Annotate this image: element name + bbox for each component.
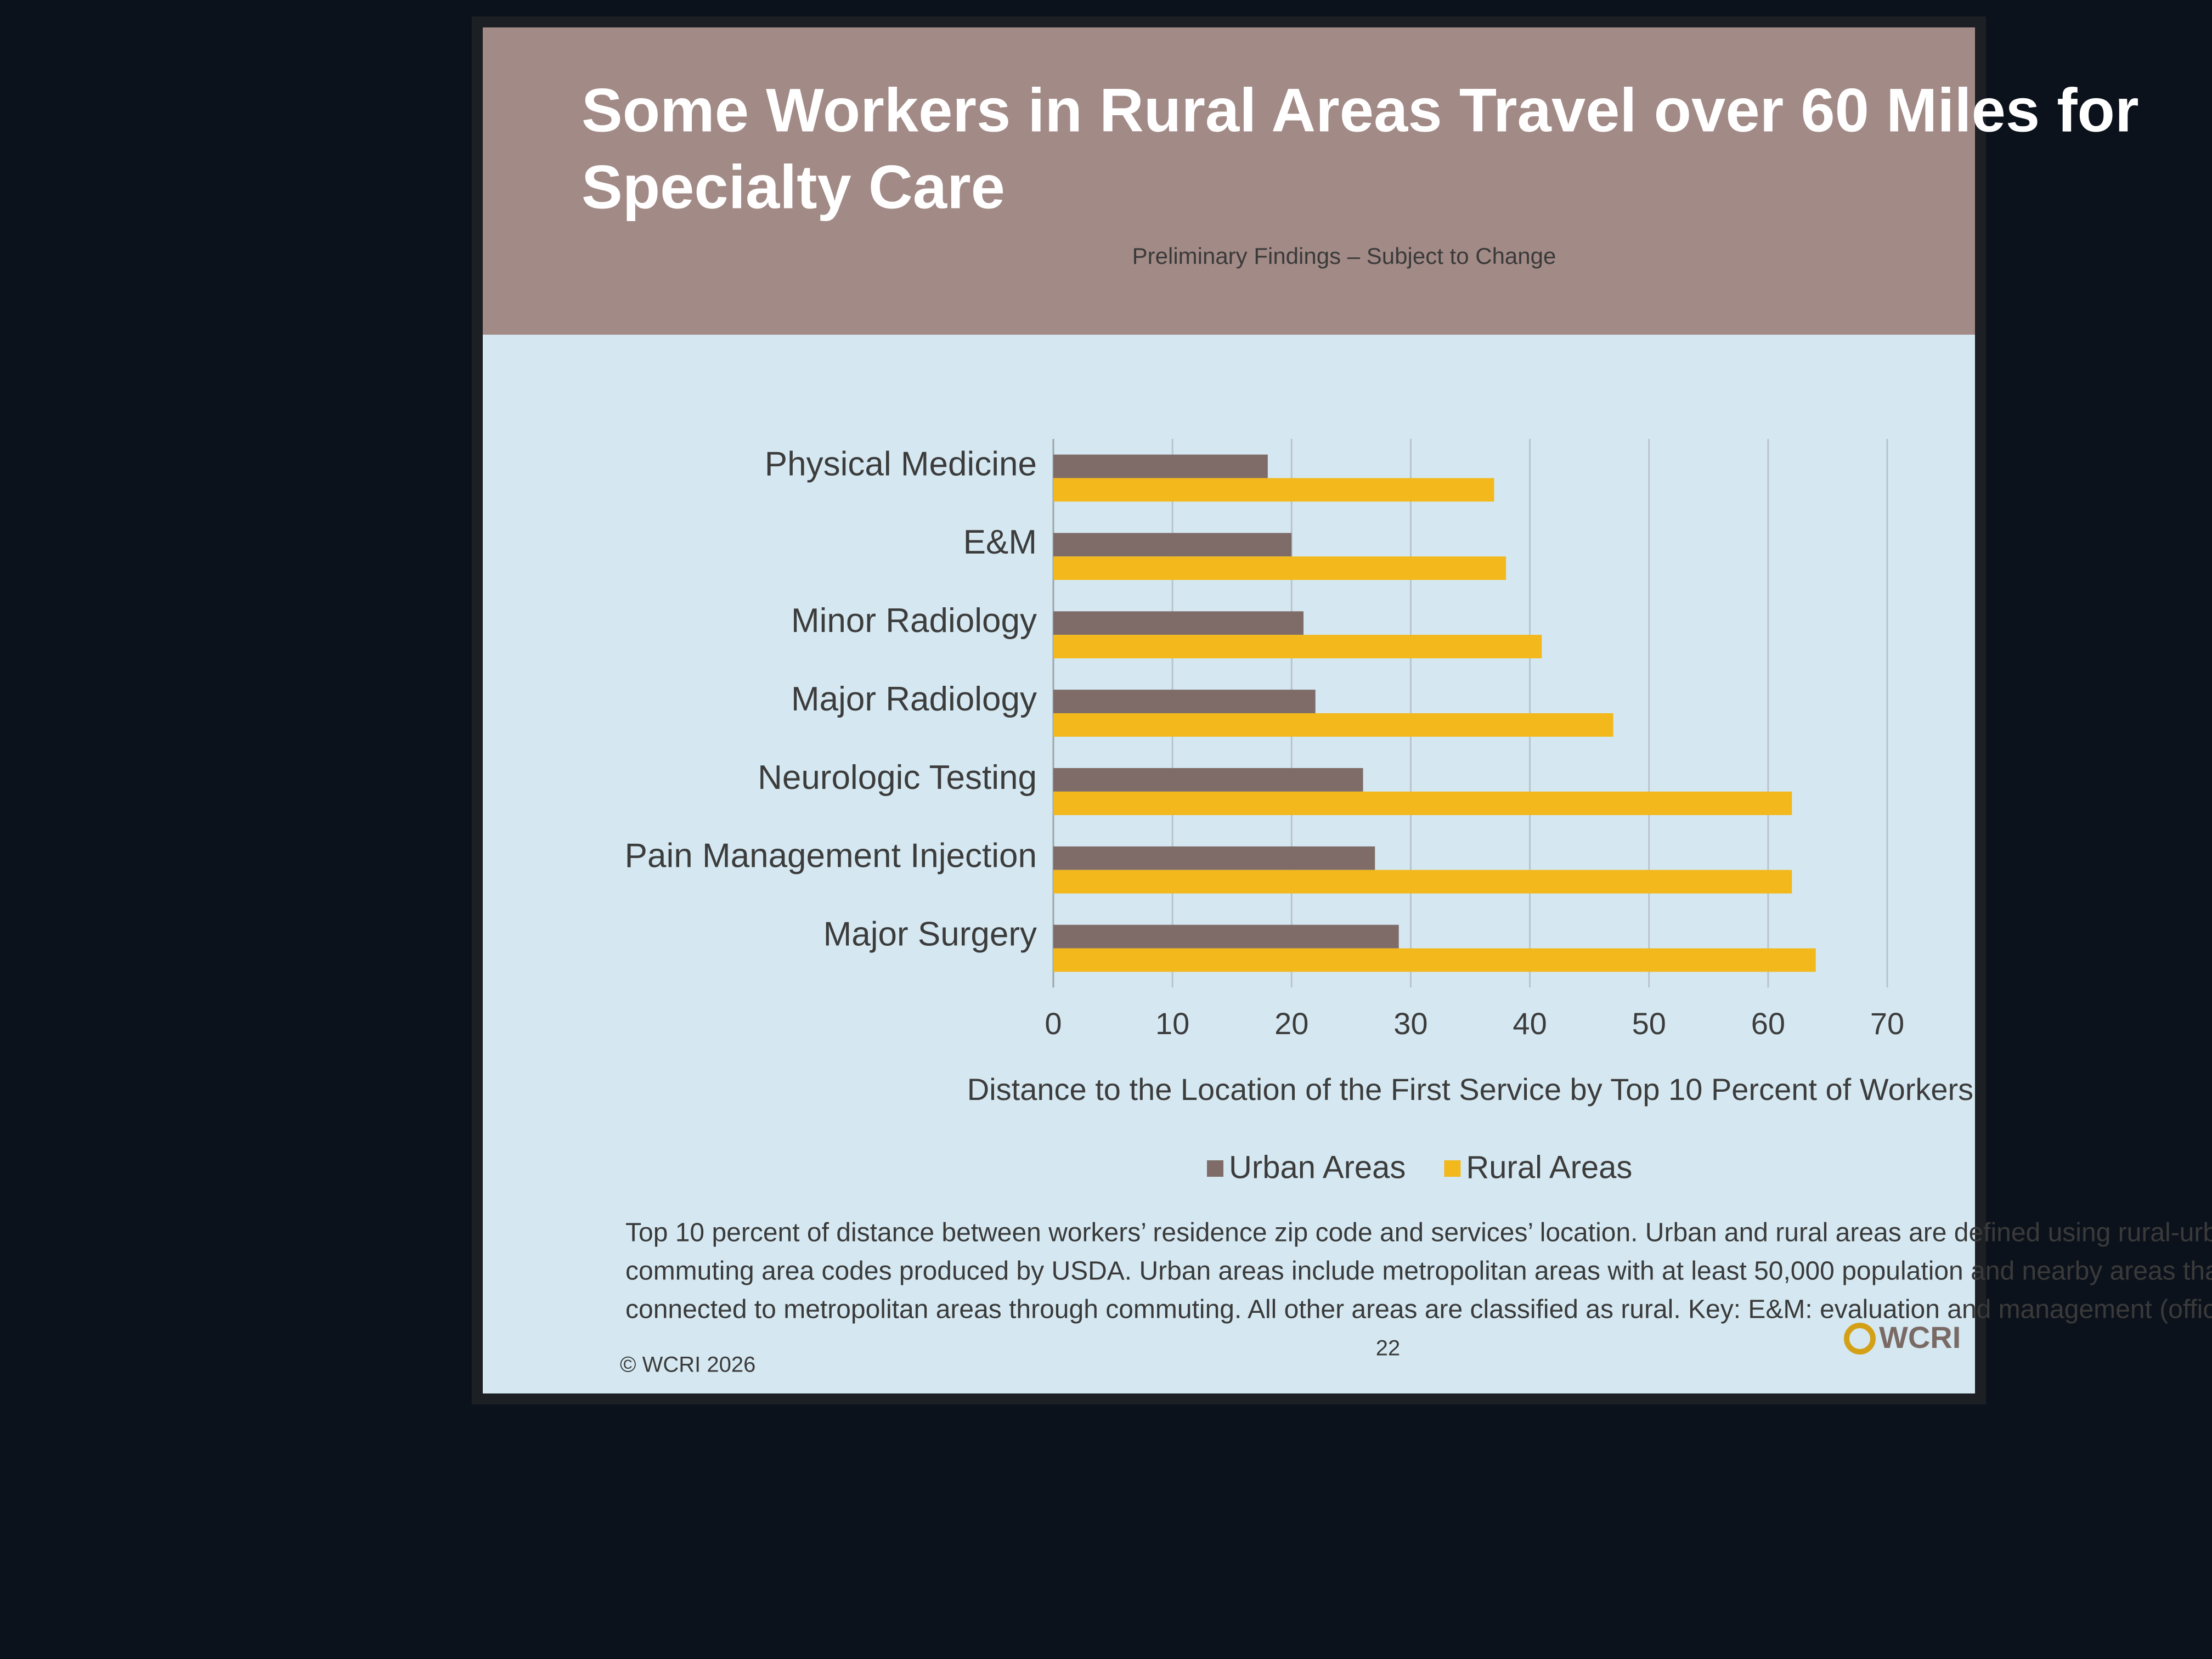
bar	[1053, 690, 1316, 713]
x-tick-label: 30	[1393, 1006, 1427, 1041]
x-tick-label: 50	[1632, 1006, 1666, 1041]
bar	[1053, 768, 1363, 792]
bar	[1053, 611, 1304, 635]
bar	[1053, 924, 1399, 949]
bar	[1053, 713, 1613, 737]
page-number: 22	[1376, 1336, 1401, 1361]
y-tick-label: Major Surgery	[823, 916, 1037, 953]
legend-swatch	[1444, 1160, 1461, 1177]
bar	[1053, 846, 1375, 870]
bar	[1053, 948, 1816, 972]
footnote-line: commuting area codes produced by USDA. U…	[625, 1257, 2212, 1286]
bar	[1053, 533, 1292, 557]
bar	[1053, 454, 1268, 478]
logo: WCRI	[1879, 1320, 1961, 1355]
title-line: Some Workers in Rural Areas Travel over …	[582, 76, 2139, 145]
copyright: © WCRI 2026	[620, 1353, 755, 1377]
bar	[1053, 556, 1506, 580]
x-tick-label: 0	[1045, 1006, 1062, 1041]
bar	[1053, 791, 1792, 815]
logo-mark	[1844, 1323, 1876, 1355]
bar	[1053, 478, 1494, 502]
x-tick-label: 60	[1751, 1006, 1785, 1041]
y-tick-label: Physical Medicine	[765, 445, 1037, 483]
x-tick-label: 10	[1155, 1006, 1189, 1041]
bar	[1053, 635, 1542, 658]
footnote-line: connected to metropolitan areas through …	[625, 1295, 2212, 1324]
x-tick-label: 20	[1274, 1006, 1308, 1041]
footnote-line: Top 10 percent of distance between worke…	[625, 1218, 2212, 1248]
legend-label: Rural Areas	[1466, 1149, 1632, 1185]
y-tick-label: Pain Management Injection	[625, 837, 1037, 875]
title-line: Specialty Care	[582, 153, 1005, 222]
y-tick-label: E&M	[963, 523, 1037, 561]
y-tick-label: Major Radiology	[791, 680, 1037, 718]
y-tick-label: Minor Radiology	[791, 602, 1037, 640]
x-axis-label: Distance to the Location of the First Se…	[967, 1072, 1973, 1107]
legend-label: Urban Areas	[1229, 1149, 1406, 1185]
subtitle: Preliminary Findings – Subject to Change	[1132, 243, 1556, 269]
x-tick-label: 40	[1513, 1006, 1547, 1041]
bar	[1053, 870, 1792, 894]
y-tick-label: Neurologic Testing	[758, 759, 1037, 797]
x-tick-label: 70	[1870, 1006, 1904, 1041]
legend-swatch	[1207, 1160, 1223, 1177]
title-band	[483, 27, 1975, 335]
